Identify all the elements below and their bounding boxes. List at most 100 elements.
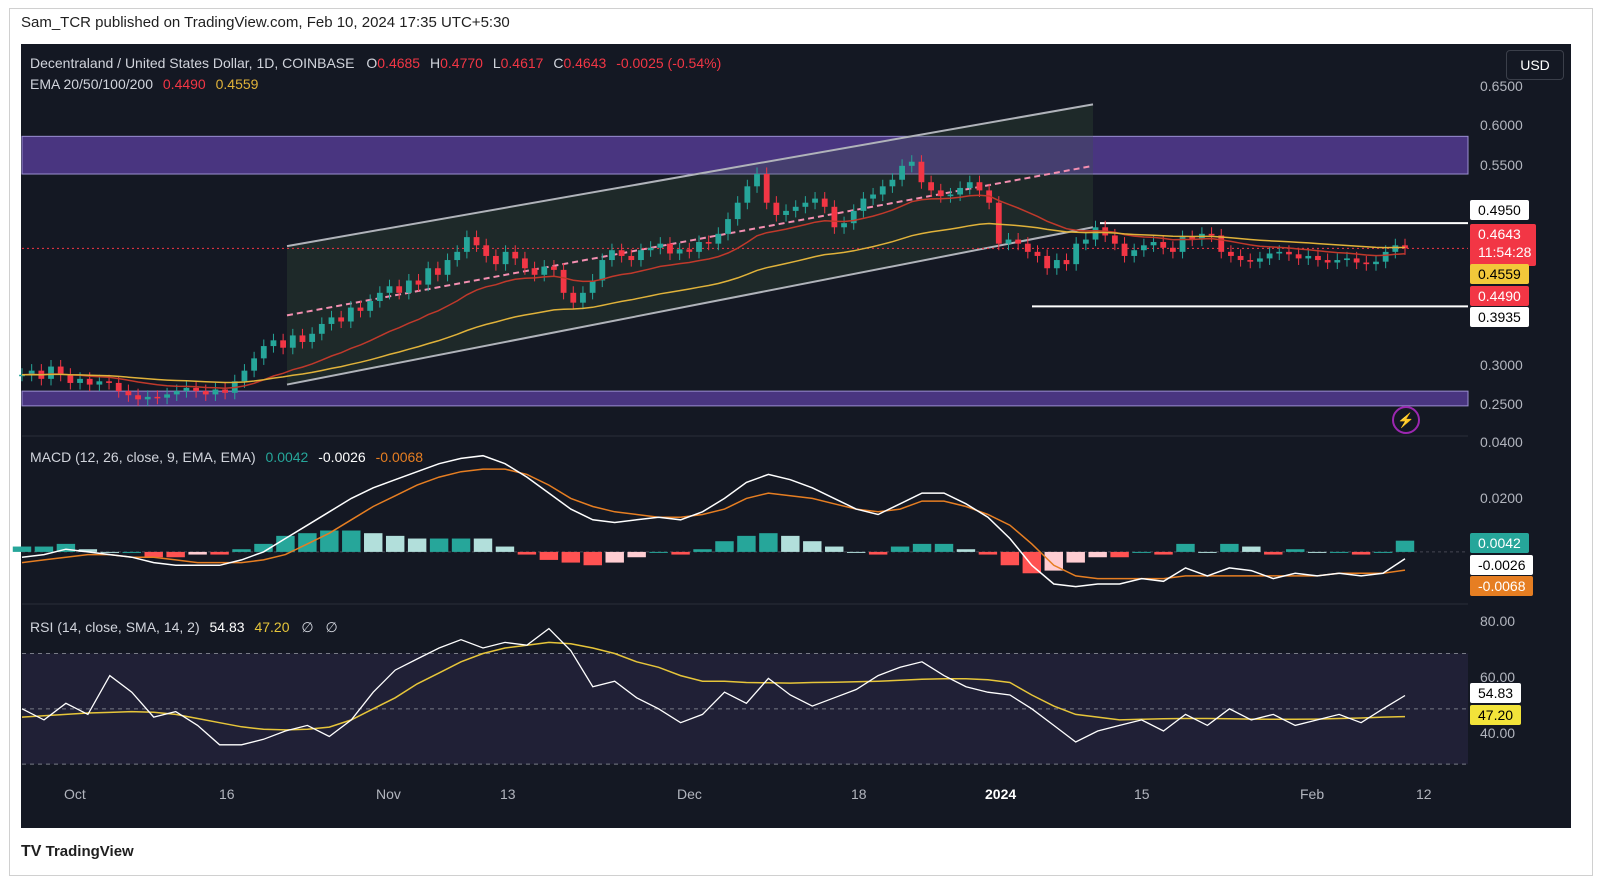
candle-body (696, 242, 702, 252)
rsi-ma-line (21, 641, 1406, 731)
macd-histogram-bar (210, 551, 229, 555)
candle-body (512, 251, 519, 259)
x-tick: 18 (851, 786, 867, 802)
candle-body (1228, 251, 1234, 256)
candle-body (792, 206, 799, 211)
macd-line-tag: -0.0026 (1470, 555, 1534, 575)
close-label: C (553, 55, 564, 71)
macd-histogram-bar (781, 535, 800, 552)
x-tick: Oct (64, 786, 86, 802)
candle-body (589, 280, 596, 293)
candle-body (280, 340, 287, 348)
candle-body (1179, 237, 1186, 252)
x-tick: 16 (219, 786, 235, 802)
macd-histogram-bar (232, 549, 251, 552)
candle-body (705, 242, 712, 244)
candle-body (676, 249, 683, 254)
candle-body (860, 198, 867, 211)
support-tag: 0.3935 (1470, 307, 1529, 327)
macd-histogram-bar (846, 551, 866, 553)
candle-body (802, 202, 809, 207)
candle-body (1063, 260, 1070, 265)
candle-body (473, 237, 480, 246)
candle-body (541, 266, 548, 275)
macd-histogram-bar (1373, 551, 1393, 553)
candle-body (1169, 247, 1176, 252)
currency-button[interactable]: USD (1506, 50, 1564, 80)
rsi-null-icon-2: ∅ (325, 619, 338, 635)
macd-histogram-bar (166, 551, 185, 558)
candle-body (638, 250, 644, 261)
candle-body (1286, 251, 1292, 255)
macd-histogram-bar (912, 543, 932, 552)
macd-signal-value: -0.0068 (375, 449, 424, 465)
candle-body (357, 307, 364, 311)
candle-body (725, 219, 731, 234)
candle-body (715, 233, 722, 244)
macd-histogram-bar (803, 541, 822, 552)
candle-body (425, 268, 432, 285)
candle-body (164, 394, 170, 398)
candle-body (686, 249, 693, 252)
rsi-title: RSI (14, close, SMA, 14, 2) (30, 619, 200, 635)
candle-body (773, 202, 780, 215)
candle-body (1276, 251, 1283, 254)
channel-upper-line (286, 103, 1094, 248)
rsi-tick: 80.00 (1480, 613, 1516, 629)
high-label: H (429, 55, 441, 71)
close-value: 0.4643 (563, 55, 607, 71)
candle-body (812, 198, 818, 203)
candle-body (1324, 260, 1331, 263)
macd-title: MACD (12, 26, close, 9, EMA, EMA) (30, 449, 256, 465)
ema-50-value: 0.4559 (215, 76, 259, 92)
candle-body (1092, 227, 1099, 240)
candle-body (1315, 255, 1321, 261)
macd-histogram-bar (605, 551, 624, 563)
candle-body (1334, 260, 1341, 263)
macd-histogram-bar (1110, 551, 1129, 558)
candle-body (1082, 239, 1089, 244)
macd-histogram-bar (364, 533, 383, 552)
last-price-tag: 0.4643 11:54:28 (1470, 224, 1536, 266)
macd-histogram-bar (978, 551, 998, 555)
open-label: O (366, 55, 378, 71)
macd-histogram-bar (934, 543, 954, 552)
macd-histogram-bar (451, 538, 471, 552)
candle-body (966, 182, 973, 188)
candle-body (937, 190, 944, 197)
rsi-tick: 40.00 (1480, 725, 1516, 741)
candle-body (492, 255, 499, 265)
rsi-ma-value: 47.20 (254, 619, 290, 635)
candle-body (1382, 251, 1389, 262)
macd-histogram-bar (890, 546, 910, 552)
candle-body (338, 317, 345, 322)
macd-histogram-bar (276, 535, 295, 552)
candle-body (309, 333, 316, 342)
macd-hist-tag: 0.0042 (1470, 533, 1529, 553)
candle-body (1140, 245, 1147, 251)
rsi-value: 54.83 (209, 619, 245, 635)
macd-tick: 0.0200 (1480, 490, 1523, 506)
macd-histogram-bar (737, 535, 756, 552)
candle-body (299, 335, 306, 342)
candle-body (57, 366, 64, 375)
macd-histogram-bar (12, 546, 32, 552)
candle-body (1257, 258, 1263, 262)
macd-histogram-bar (473, 538, 493, 552)
candle-body (1363, 262, 1370, 265)
macd-histogram-bar (188, 551, 207, 555)
candle-body (1073, 243, 1080, 265)
macd-histogram-bar (1286, 549, 1305, 552)
candle-body (1208, 233, 1215, 236)
x-tick: Feb (1300, 786, 1325, 802)
candle-body (193, 387, 199, 392)
lightning-icon[interactable]: ⚡ (1392, 406, 1420, 434)
macd-histogram-bar (495, 546, 515, 552)
candle-body (483, 245, 490, 256)
macd-histogram-bar (122, 551, 141, 553)
candle-body (618, 250, 625, 256)
high-value: 0.4770 (440, 55, 483, 71)
candle-body (1344, 258, 1350, 261)
macd-tick: 0.0400 (1480, 434, 1523, 450)
